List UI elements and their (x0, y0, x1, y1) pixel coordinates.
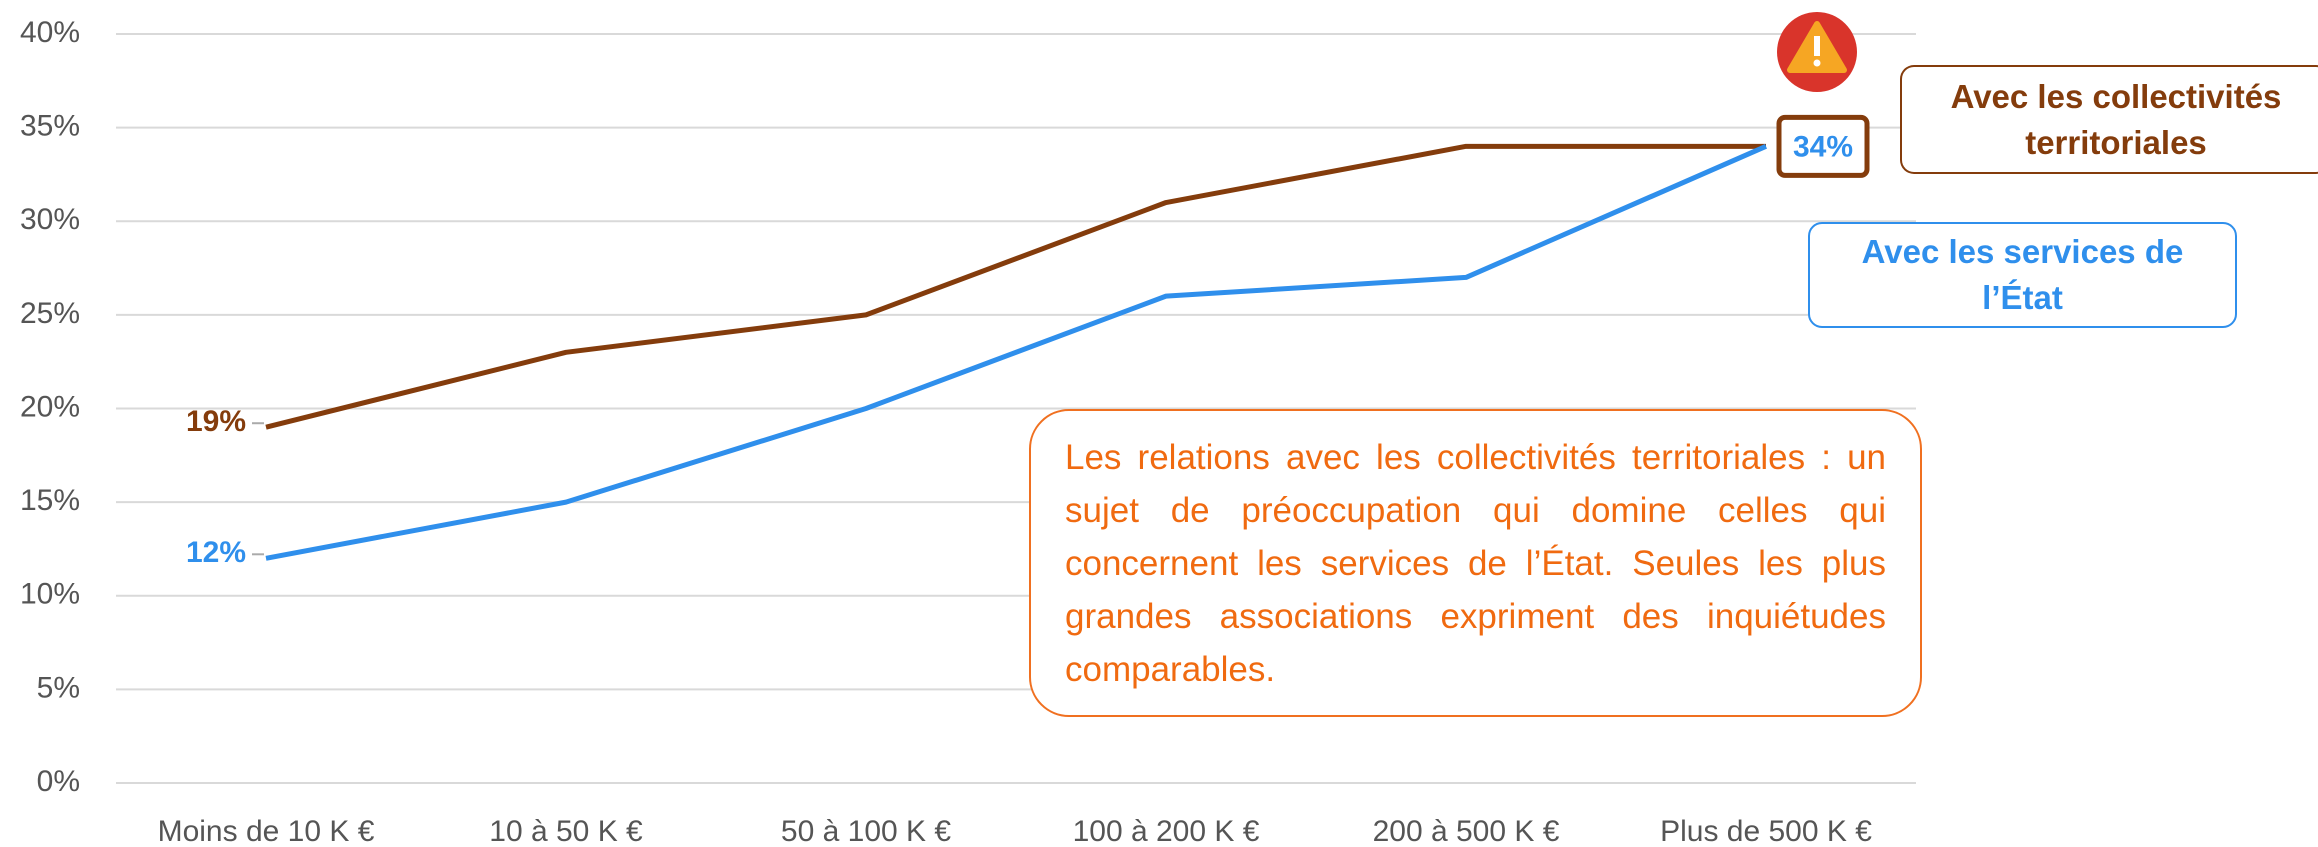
y-tick-label: 25% (20, 297, 80, 330)
x-tick-label: Plus de 500 K € (1660, 815, 1872, 847)
annotation: Les relations avec les collectivités ter… (1029, 409, 1922, 717)
x-tick-label: 10 à 50 K € (489, 815, 643, 847)
y-tick-label: 15% (20, 484, 80, 517)
y-tick-label: 40% (20, 16, 80, 49)
series-line (265, 143, 1766, 430)
y-tick-label: 35% (20, 110, 80, 143)
y-tick-label: 10% (20, 578, 80, 611)
legend-entry: Avec les collectivités territoriales (1900, 65, 2318, 174)
x-tick-label: Moins de 10 K € (158, 815, 375, 847)
legend-entry: Avec les services de l’État (1808, 222, 2237, 328)
data-label: 19% (186, 405, 246, 438)
y-tick-label: 0% (37, 765, 80, 798)
y-tick-label: 5% (37, 671, 80, 704)
series-line (265, 144, 1768, 561)
x-tick-label: 100 à 200 K € (1073, 815, 1260, 847)
label-box (1776, 114, 1870, 178)
x-tick-label: 200 à 500 K € (1373, 815, 1560, 847)
y-tick-label: 20% (20, 390, 80, 423)
data-label: 12% (186, 536, 246, 569)
y-tick-label: 30% (20, 203, 80, 236)
x-tick-label: 50 à 100 K € (781, 815, 951, 847)
warning-icon (1777, 12, 1857, 92)
data-label: 34% (1793, 130, 1853, 163)
